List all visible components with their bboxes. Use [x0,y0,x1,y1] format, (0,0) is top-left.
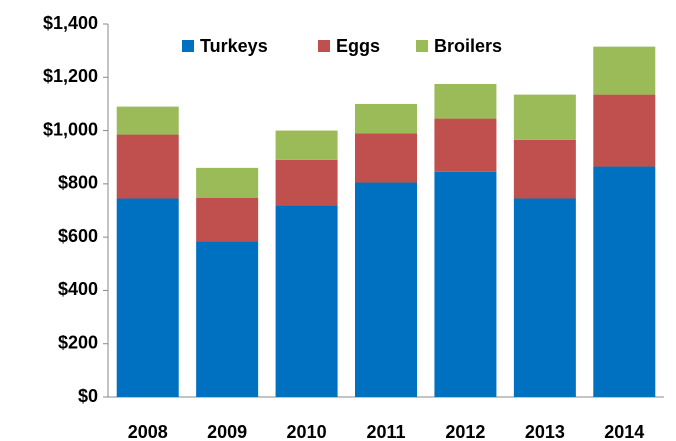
legend-label: Eggs [336,36,380,56]
bar-segment [513,139,576,199]
y-tick-label: $0 [78,386,98,406]
bar-segment [116,106,179,135]
legend-label: Turkeys [200,36,268,56]
x-tick-label: 2009 [207,422,247,441]
x-tick-label: 2010 [287,422,327,441]
bar-segment [196,197,259,242]
bar-segment [593,94,656,167]
bar-segment [196,241,259,397]
bar-segment [355,182,417,397]
bar-segment [116,134,179,199]
bar-segment [355,103,417,134]
legend-swatch [416,40,428,52]
y-tick-label: $1,200 [43,66,98,86]
bar-segment [355,133,417,183]
y-tick-label: $1,000 [43,119,98,139]
legend-swatch [318,40,330,52]
legend-label: Broilers [434,36,502,56]
bar-segment [275,205,338,397]
bar-segment [275,130,338,160]
bar-segment [513,94,576,140]
y-tick-label: $800 [58,173,98,193]
y-tick-label: $1,400 [43,13,98,33]
bar-segment [593,46,656,95]
bar-segment [513,198,576,397]
y-tick-label: $400 [58,279,98,299]
bar-segment [196,167,259,198]
bar-segment [434,171,497,397]
y-tick-label: $600 [58,226,98,246]
bar-segment [593,166,656,397]
x-tick-label: 2008 [128,422,168,441]
x-tick-label: 2013 [525,422,565,441]
bar-segment [434,83,497,119]
x-tick-label: 2011 [366,422,405,441]
bar-segment [275,159,338,206]
bar-segment [434,118,497,172]
y-tick-label: $200 [58,332,98,352]
bar-segment [116,198,179,397]
legend-swatch [182,40,194,52]
x-tick-label: 2014 [604,422,644,441]
x-tick-label: 2012 [445,422,485,441]
